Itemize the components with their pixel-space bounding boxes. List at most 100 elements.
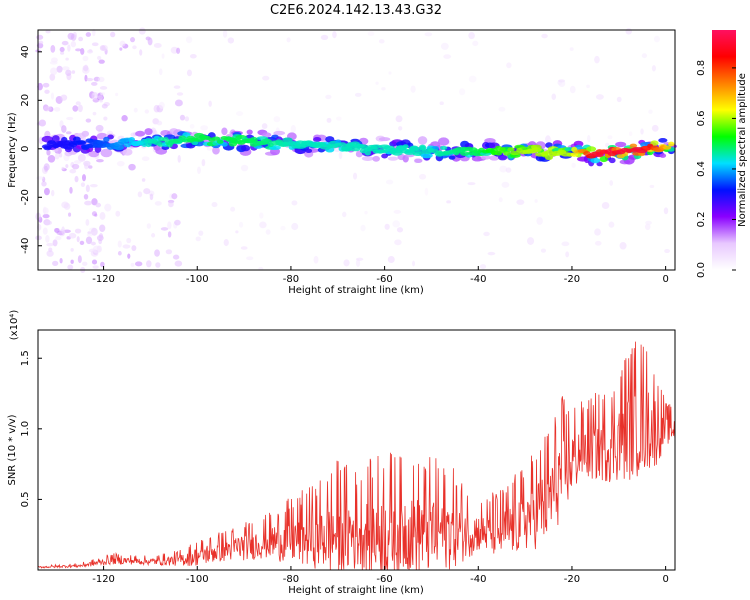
heatmap-cell [375, 81, 379, 85]
heatmap-cell [38, 40, 44, 45]
heatmap-cell [50, 44, 56, 53]
heatmap-cell [211, 136, 221, 141]
heatmap-cell [290, 125, 296, 134]
heatmap-cell [439, 101, 444, 106]
heatmap-cell [648, 109, 653, 114]
heatmap-cell [668, 141, 675, 147]
heatmap-cell [664, 249, 670, 254]
heatmap-cell [69, 186, 73, 194]
heatmap-cell [179, 114, 186, 121]
heatmap-cell [63, 202, 71, 210]
heatmap-cell [65, 164, 69, 168]
heatmap-cell [115, 210, 121, 217]
heatmap-cell [99, 45, 106, 51]
heatmap-cell [361, 156, 374, 161]
heatmap-cell [45, 30, 51, 34]
heatmap-cell [127, 253, 131, 259]
heatmap-cell [186, 69, 193, 77]
heatmap-cell [503, 150, 511, 156]
heatmap-cell [158, 68, 163, 76]
heatmap-cell [216, 139, 224, 144]
heatmap-cell [90, 227, 98, 236]
heatmap-cell [645, 220, 652, 225]
heatmap-cell [91, 91, 98, 100]
heatmap-cell [147, 37, 153, 46]
spectrogram-x-axis-label: Height of straight line (km) [288, 285, 424, 296]
heatmap-cell [417, 136, 428, 145]
heatmap-cell [208, 100, 212, 107]
heatmap-cell [458, 88, 466, 96]
heatmap-cell [658, 138, 668, 143]
spectrogram-y-tick-label: -40 [20, 238, 31, 254]
heatmap-cell [82, 261, 88, 266]
heatmap-cell [83, 64, 89, 72]
heatmap-cell [246, 129, 253, 135]
heatmap-cell [131, 245, 137, 251]
heatmap-cell [594, 55, 600, 64]
heatmap-cell [240, 246, 248, 250]
spectrogram-y-tick-label: 0 [20, 146, 31, 152]
heatmap-cell [46, 250, 54, 257]
heatmap-cell [41, 144, 53, 149]
heatmap-cell [313, 255, 319, 264]
heatmap-cell [408, 146, 420, 151]
heatmap-cell [526, 237, 535, 245]
heatmap-cell [259, 212, 264, 219]
heatmap-cell [80, 182, 86, 187]
heatmap-cell [38, 119, 47, 127]
heatmap-cell [364, 149, 371, 156]
heatmap-cell [52, 260, 59, 267]
heatmap-cell [65, 69, 72, 76]
heatmap-cell [189, 124, 195, 129]
heatmap-cell [70, 41, 77, 48]
heatmap-cell [201, 158, 206, 167]
heatmap-cell [89, 183, 98, 188]
heatmap-cell [222, 29, 228, 38]
heatmap-cell [398, 126, 403, 131]
heatmap-cell [146, 260, 152, 268]
heatmap-cell [320, 34, 329, 40]
heatmap-cell [99, 98, 103, 103]
heatmap-cell [121, 115, 128, 122]
snr-series-line [37, 341, 676, 571]
heatmap-cell [61, 66, 70, 71]
heatmap-cell [499, 147, 506, 152]
heatmap-cell [177, 154, 181, 163]
heatmap-cell [119, 138, 127, 143]
colorbar-tick-label: 0.4 [696, 161, 707, 177]
heatmap-cell [74, 228, 82, 234]
heatmap-cell [71, 163, 80, 170]
heatmap-cell [91, 42, 99, 47]
heatmap-cell [104, 203, 112, 212]
heatmap-cell [388, 71, 392, 75]
snr-y-multiplier: (x10⁴) [9, 310, 20, 341]
heatmap-cell [468, 31, 475, 40]
heatmap-cell [95, 202, 102, 208]
heatmap-cell [75, 48, 82, 52]
heatmap-cell [378, 137, 391, 142]
spectrogram-panel: -120 -100 -80 -60 -40 -20 0 -40 -20 0 20 40 Height… [7, 27, 677, 296]
heatmap-cell [338, 151, 343, 160]
heatmap-cell [628, 131, 633, 137]
heatmap-cell [43, 163, 50, 171]
heatmap-cell [235, 230, 239, 234]
heatmap-cell [119, 47, 123, 51]
colorbar-tick-label: 0.0 [696, 262, 707, 278]
heatmap-cell [174, 99, 183, 107]
heatmap-cell [599, 155, 609, 163]
heatmap-cell [651, 124, 659, 132]
spectrogram-x-tick-label: -120 [92, 274, 115, 285]
heatmap-cell [479, 264, 487, 270]
heatmap-cell [138, 27, 146, 35]
snr-x-ticks: -120 -100 -80 -60 -40 -20 0 [92, 566, 669, 585]
heatmap-cell [141, 178, 146, 182]
heatmap-cell [211, 201, 218, 208]
snr-x-tick-label: -120 [92, 574, 115, 585]
heatmap-cell [59, 46, 65, 53]
heatmap-cell [167, 231, 172, 238]
heatmap-cell [103, 116, 108, 121]
heatmap-cell [135, 130, 146, 137]
heatmap-cell [110, 31, 116, 38]
heatmap-cell [548, 138, 552, 143]
heatmap-cell [261, 123, 268, 129]
